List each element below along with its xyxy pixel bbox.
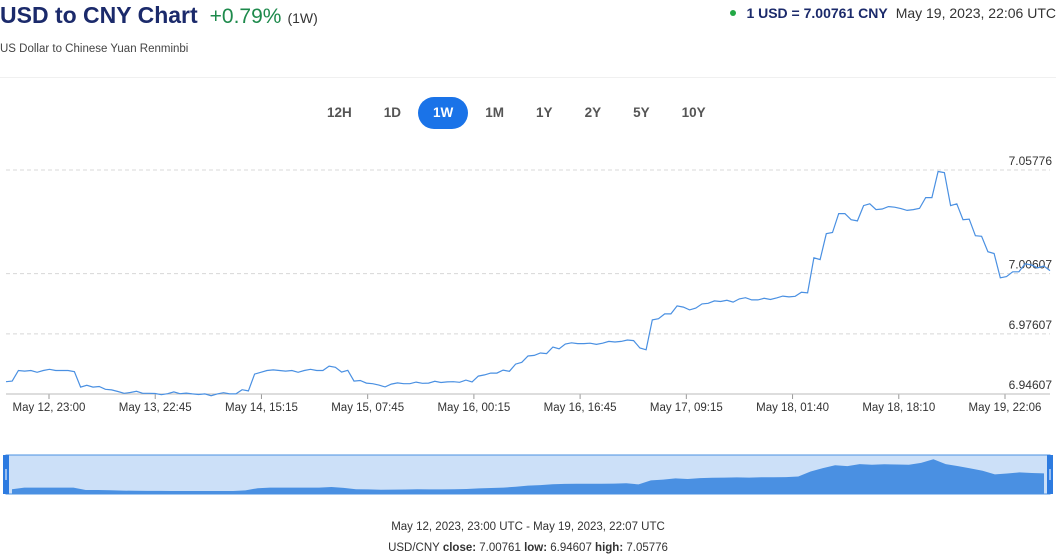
range-tab-1m[interactable]: 1M [485,105,505,120]
y-tick-label: 6.94607 [1009,378,1053,392]
close-label: close: [442,542,477,554]
price-series-line [5,170,1051,397]
range-tab-12h[interactable]: 12H [327,105,352,120]
range-navigator[interactable] [3,454,1053,495]
range-tab-1y[interactable]: 1Y [536,105,553,120]
range-tab-10y[interactable]: 10Y [681,105,706,120]
close-value: 7.00761 [479,542,521,554]
x-tick-label: May 14, 15:15 [225,402,298,414]
low-value: 6.94607 [550,542,592,554]
grid-lines [6,169,1050,395]
x-tick-label: May 17, 09:15 [650,402,723,414]
x-tick-label: May 19, 22:06 [969,402,1042,414]
footer-stats: USD/CNY close: 7.00761 low: 6.94607 high… [0,542,1056,554]
x-tick-label: May 13, 22:45 [119,402,192,414]
header-divider [0,77,1056,78]
change-period: (1W) [287,10,318,26]
page-title: USD to CNY Chart [0,2,198,28]
x-tick-label: May 12, 23:00 [13,402,86,414]
current-rate: 1 USD = 7.00761 CNY [746,5,888,21]
percent-change: +0.79% [209,5,282,28]
high-label: high: [595,542,624,554]
x-axis-labels: May 12, 23:00 May 13, 22:45 May 14, 15:15 M… [6,393,1050,414]
y-tick-label: 6.97607 [1009,318,1053,332]
footer-date-range: May 12, 2023, 23:00 UTC - May 19, 2023, … [391,521,665,533]
range-tab-2y[interactable]: 2Y [584,105,602,120]
high-value: 7.05776 [626,542,668,554]
y-tick-label: 7.05776 [1009,154,1053,168]
current-rate-box: 1 USD = 7.00761 CNY May 19, 2023, 22:06 … [730,5,1056,21]
range-tab-1d[interactable]: 1D [383,105,402,120]
pair-subtitle: US Dollar to Chinese Yuan Renminbi [0,43,189,55]
navigator-area [12,459,1044,494]
x-tick-label: May 15, 07:45 [331,402,404,414]
low-label: low: [524,542,548,554]
footer-pair: USD/CNY [388,542,440,554]
x-tick-label: May 18, 18:10 [862,402,935,414]
x-tick-label: May 16, 16:45 [544,402,617,414]
range-tab-5y[interactable]: 5Y [633,105,650,120]
range-tab-1w[interactable]: 1W [418,97,469,129]
x-tick-label: May 16, 00:15 [437,402,510,414]
rate-timestamp: May 19, 2023, 22:06 UTC [895,5,1056,21]
live-dot-icon [730,10,737,16]
price-line [5,170,1051,397]
chart-heading: USD to CNY Chart +0.79% (1W) [0,2,318,32]
x-tick-label: May 18, 01:40 [756,402,829,414]
range-tabs: 12H 1D 1W 1M 1Y 2Y 5Y 10Y [312,97,723,129]
